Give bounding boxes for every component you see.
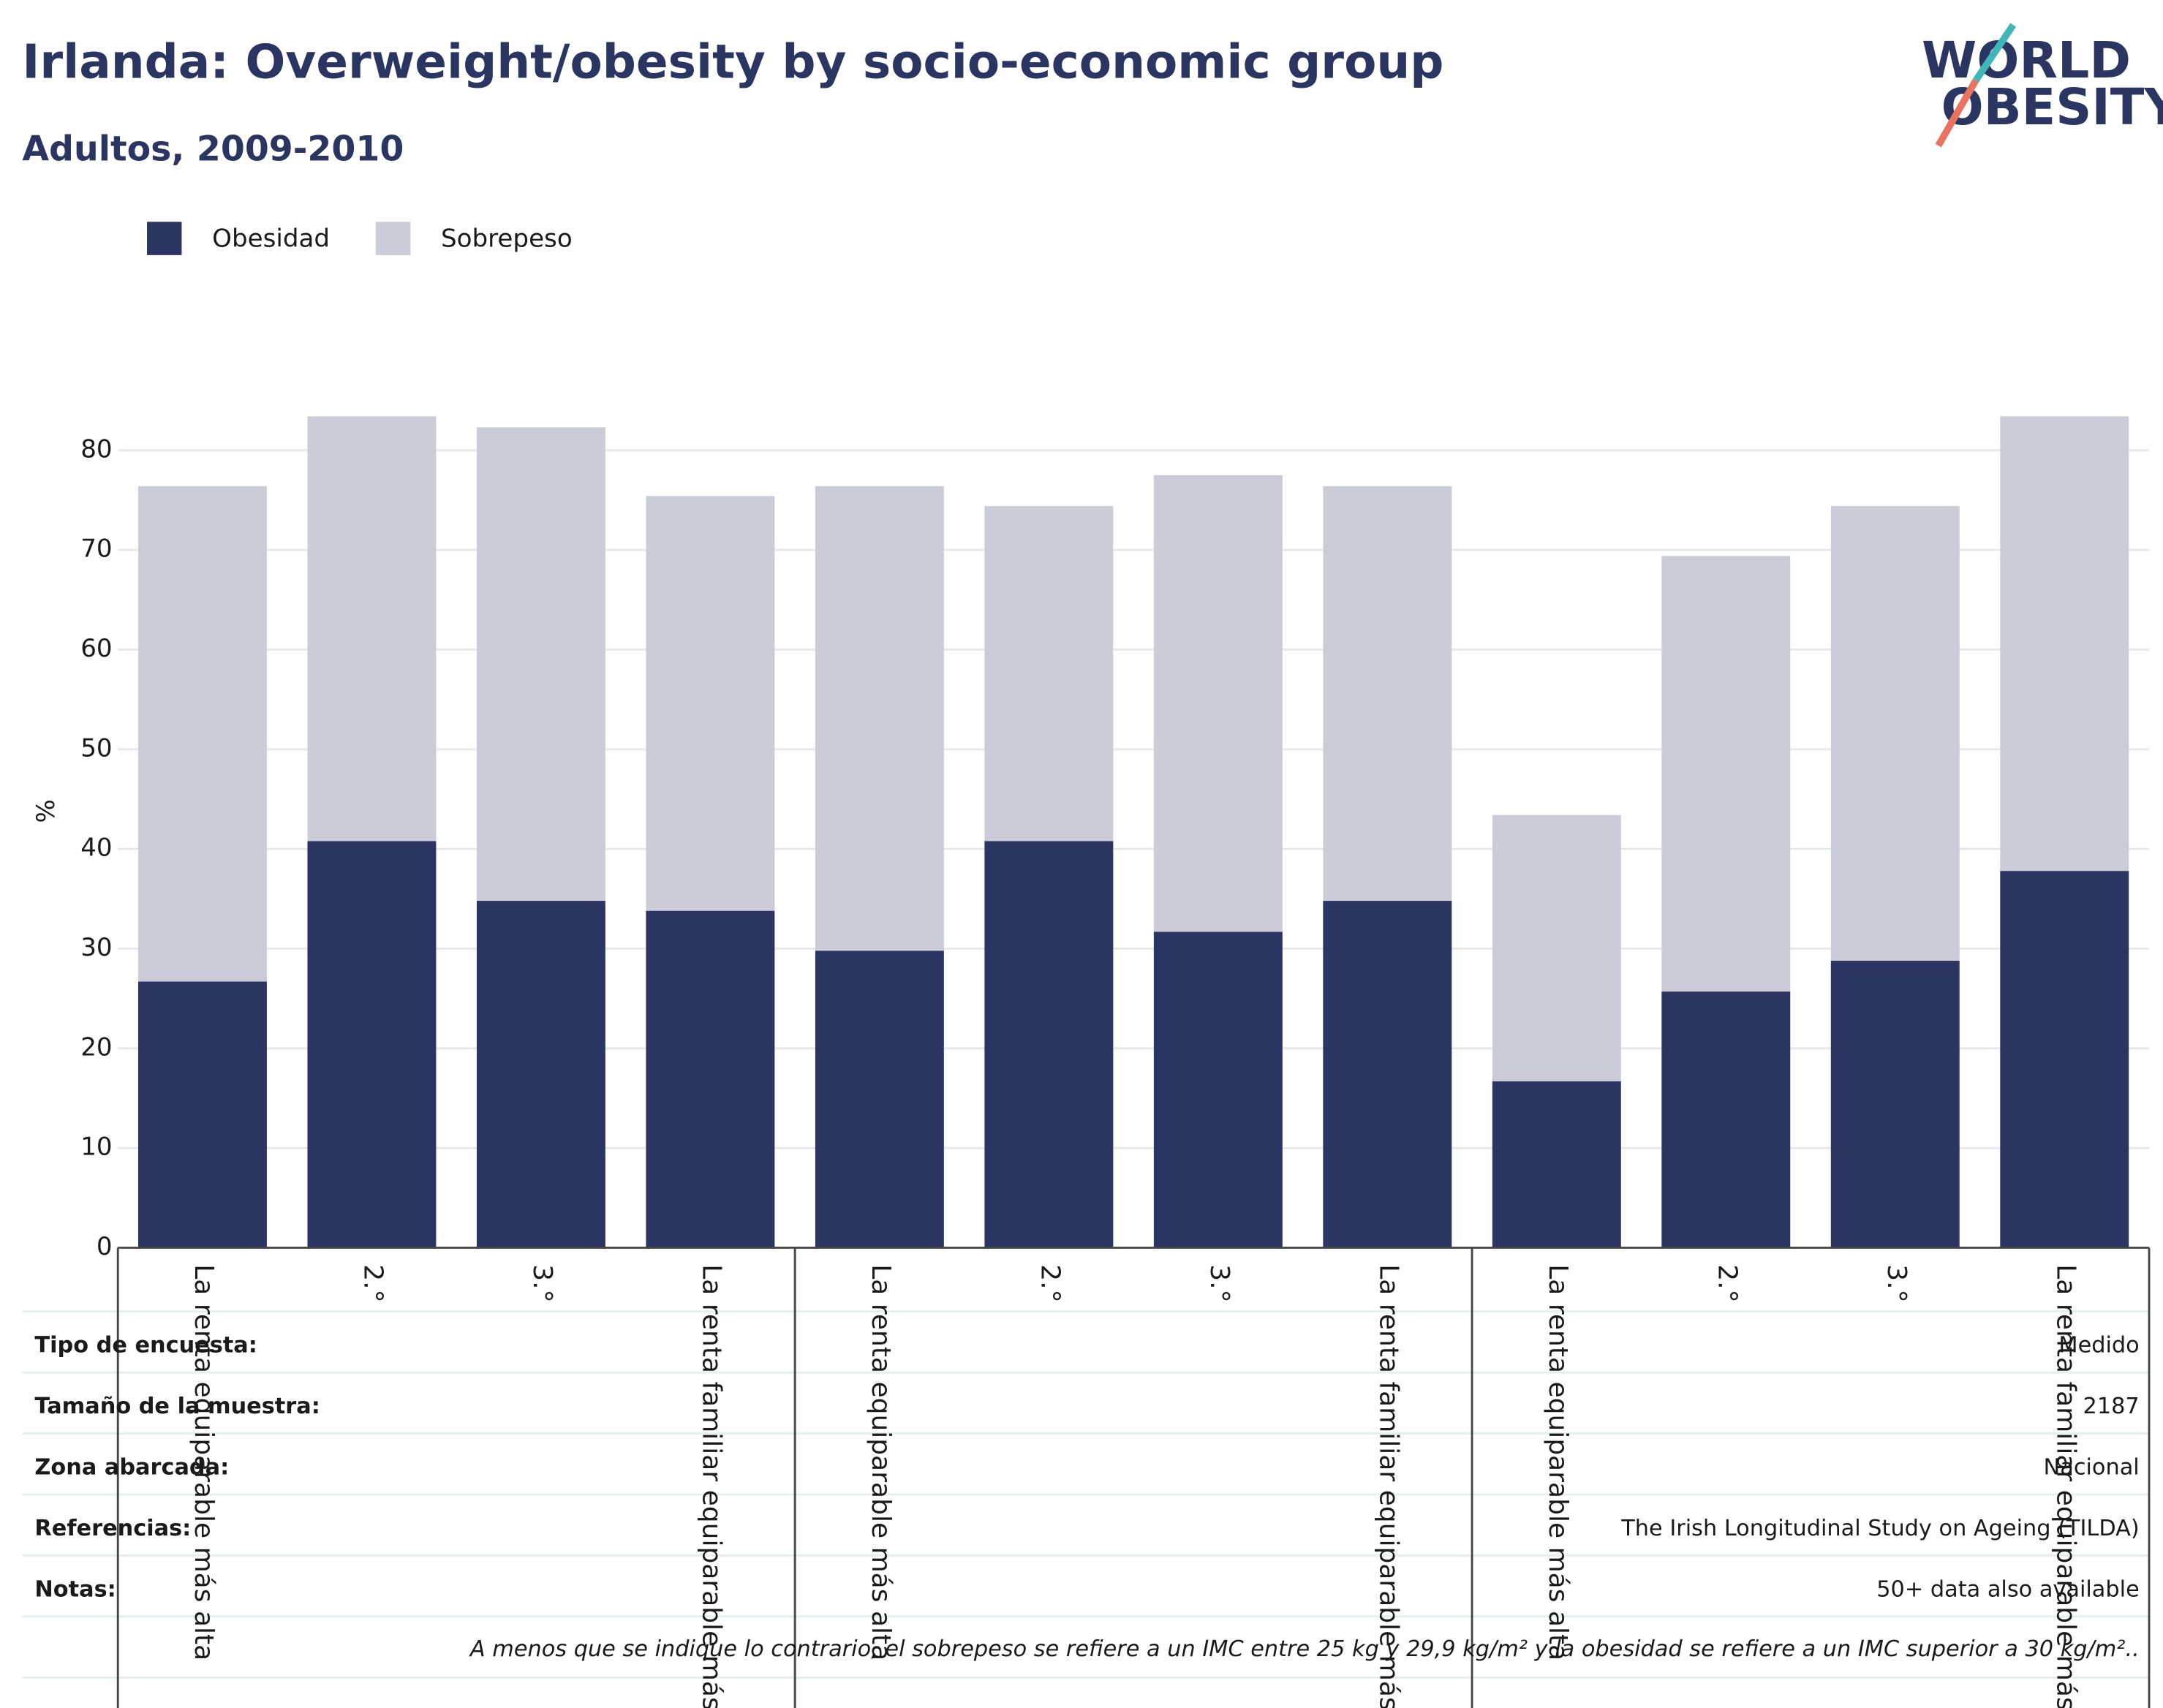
bar [984,506,1114,842]
bar [1661,991,1791,1248]
bar [307,416,437,842]
logo-text: OBESITY [1941,79,2163,137]
y-tick-label: 20 [80,1032,112,1062]
x-tick-label: 3.° [527,1264,557,1302]
table-value: 50+ data also available [1876,1576,2140,1602]
y-tick-label: 50 [80,733,112,763]
bar [815,485,944,951]
legend-swatch [147,222,182,255]
bar [2000,416,2129,872]
x-tick-label: 2.° [1712,1264,1742,1302]
logo: WORLD OBESITY [1922,23,2163,148]
x-tick-label: La renta familiar equiparable más baja [696,1264,726,1708]
chart-subtitle: Adultos, 2009-2010 [22,129,404,170]
bar [1830,506,1960,961]
logo-slash [1973,23,2017,83]
x-tick-label: La renta familiar equiparable más baja [1373,1264,1403,1708]
bar [646,910,775,1248]
chart-title: Irlanda: Overweight/obesity by socio-eco… [22,35,1443,90]
table-value: 2187 [2083,1394,2140,1419]
bar [137,485,267,982]
y-tick-label: 30 [80,933,112,962]
y-axis-title: % [31,799,61,823]
table-value: The Irish Longitudinal Study on Ageing (… [1620,1516,2139,1541]
table-key: Referencias: [34,1516,191,1541]
bar [1492,815,1621,1081]
legend-swatch [375,222,411,255]
table-key: Tipo de encuesta: [34,1333,257,1359]
logo-slash [1935,78,1979,148]
y-tick-label: 60 [80,634,112,663]
bar [1492,1081,1621,1248]
x-tick-label: La renta equiparable más alta [866,1264,896,1660]
bar [1153,475,1283,932]
bar [1661,556,1791,992]
bar [1830,960,1960,1248]
logo-text: WORLD [1922,32,2131,90]
x-tick-label: 3.° [1881,1264,1911,1302]
bar [1153,932,1283,1248]
table-value: Medido [2058,1333,2139,1359]
footnote: A menos que se indique lo contrario, el … [469,1636,2140,1662]
bar [815,951,944,1248]
bar [984,841,1114,1248]
x-tick-label: La renta equiparable más alta [189,1264,219,1660]
bar [1323,901,1452,1248]
y-tick-label: 40 [80,834,112,863]
bar [646,496,775,911]
bar [476,901,605,1248]
legend-label: Sobrepeso [441,224,573,254]
x-tick-label: 2.° [1035,1264,1065,1302]
bar [1323,485,1452,902]
bar [476,427,605,902]
y-tick-label: 70 [80,534,112,564]
y-tick-label: 80 [80,434,112,464]
x-tick-label: 2.° [358,1264,388,1302]
legend-label: Obesidad [212,224,330,254]
bar [137,981,267,1248]
table-key: Notas: [34,1576,116,1602]
x-tick-label: La renta familiar equiparable más baja [2050,1264,2080,1708]
y-tick-label: 10 [80,1133,112,1162]
table-value: Nacional [2044,1454,2140,1480]
x-tick-label: 3.° [1204,1264,1234,1302]
bar [2000,871,2129,1248]
y-tick-label: 0 [97,1232,113,1261]
table-key: Zona abarcada: [34,1454,229,1480]
table-key: Tamaño de la muestra: [34,1394,320,1419]
x-tick-label: La renta equiparable más alta [1543,1264,1573,1660]
bar [307,841,437,1248]
